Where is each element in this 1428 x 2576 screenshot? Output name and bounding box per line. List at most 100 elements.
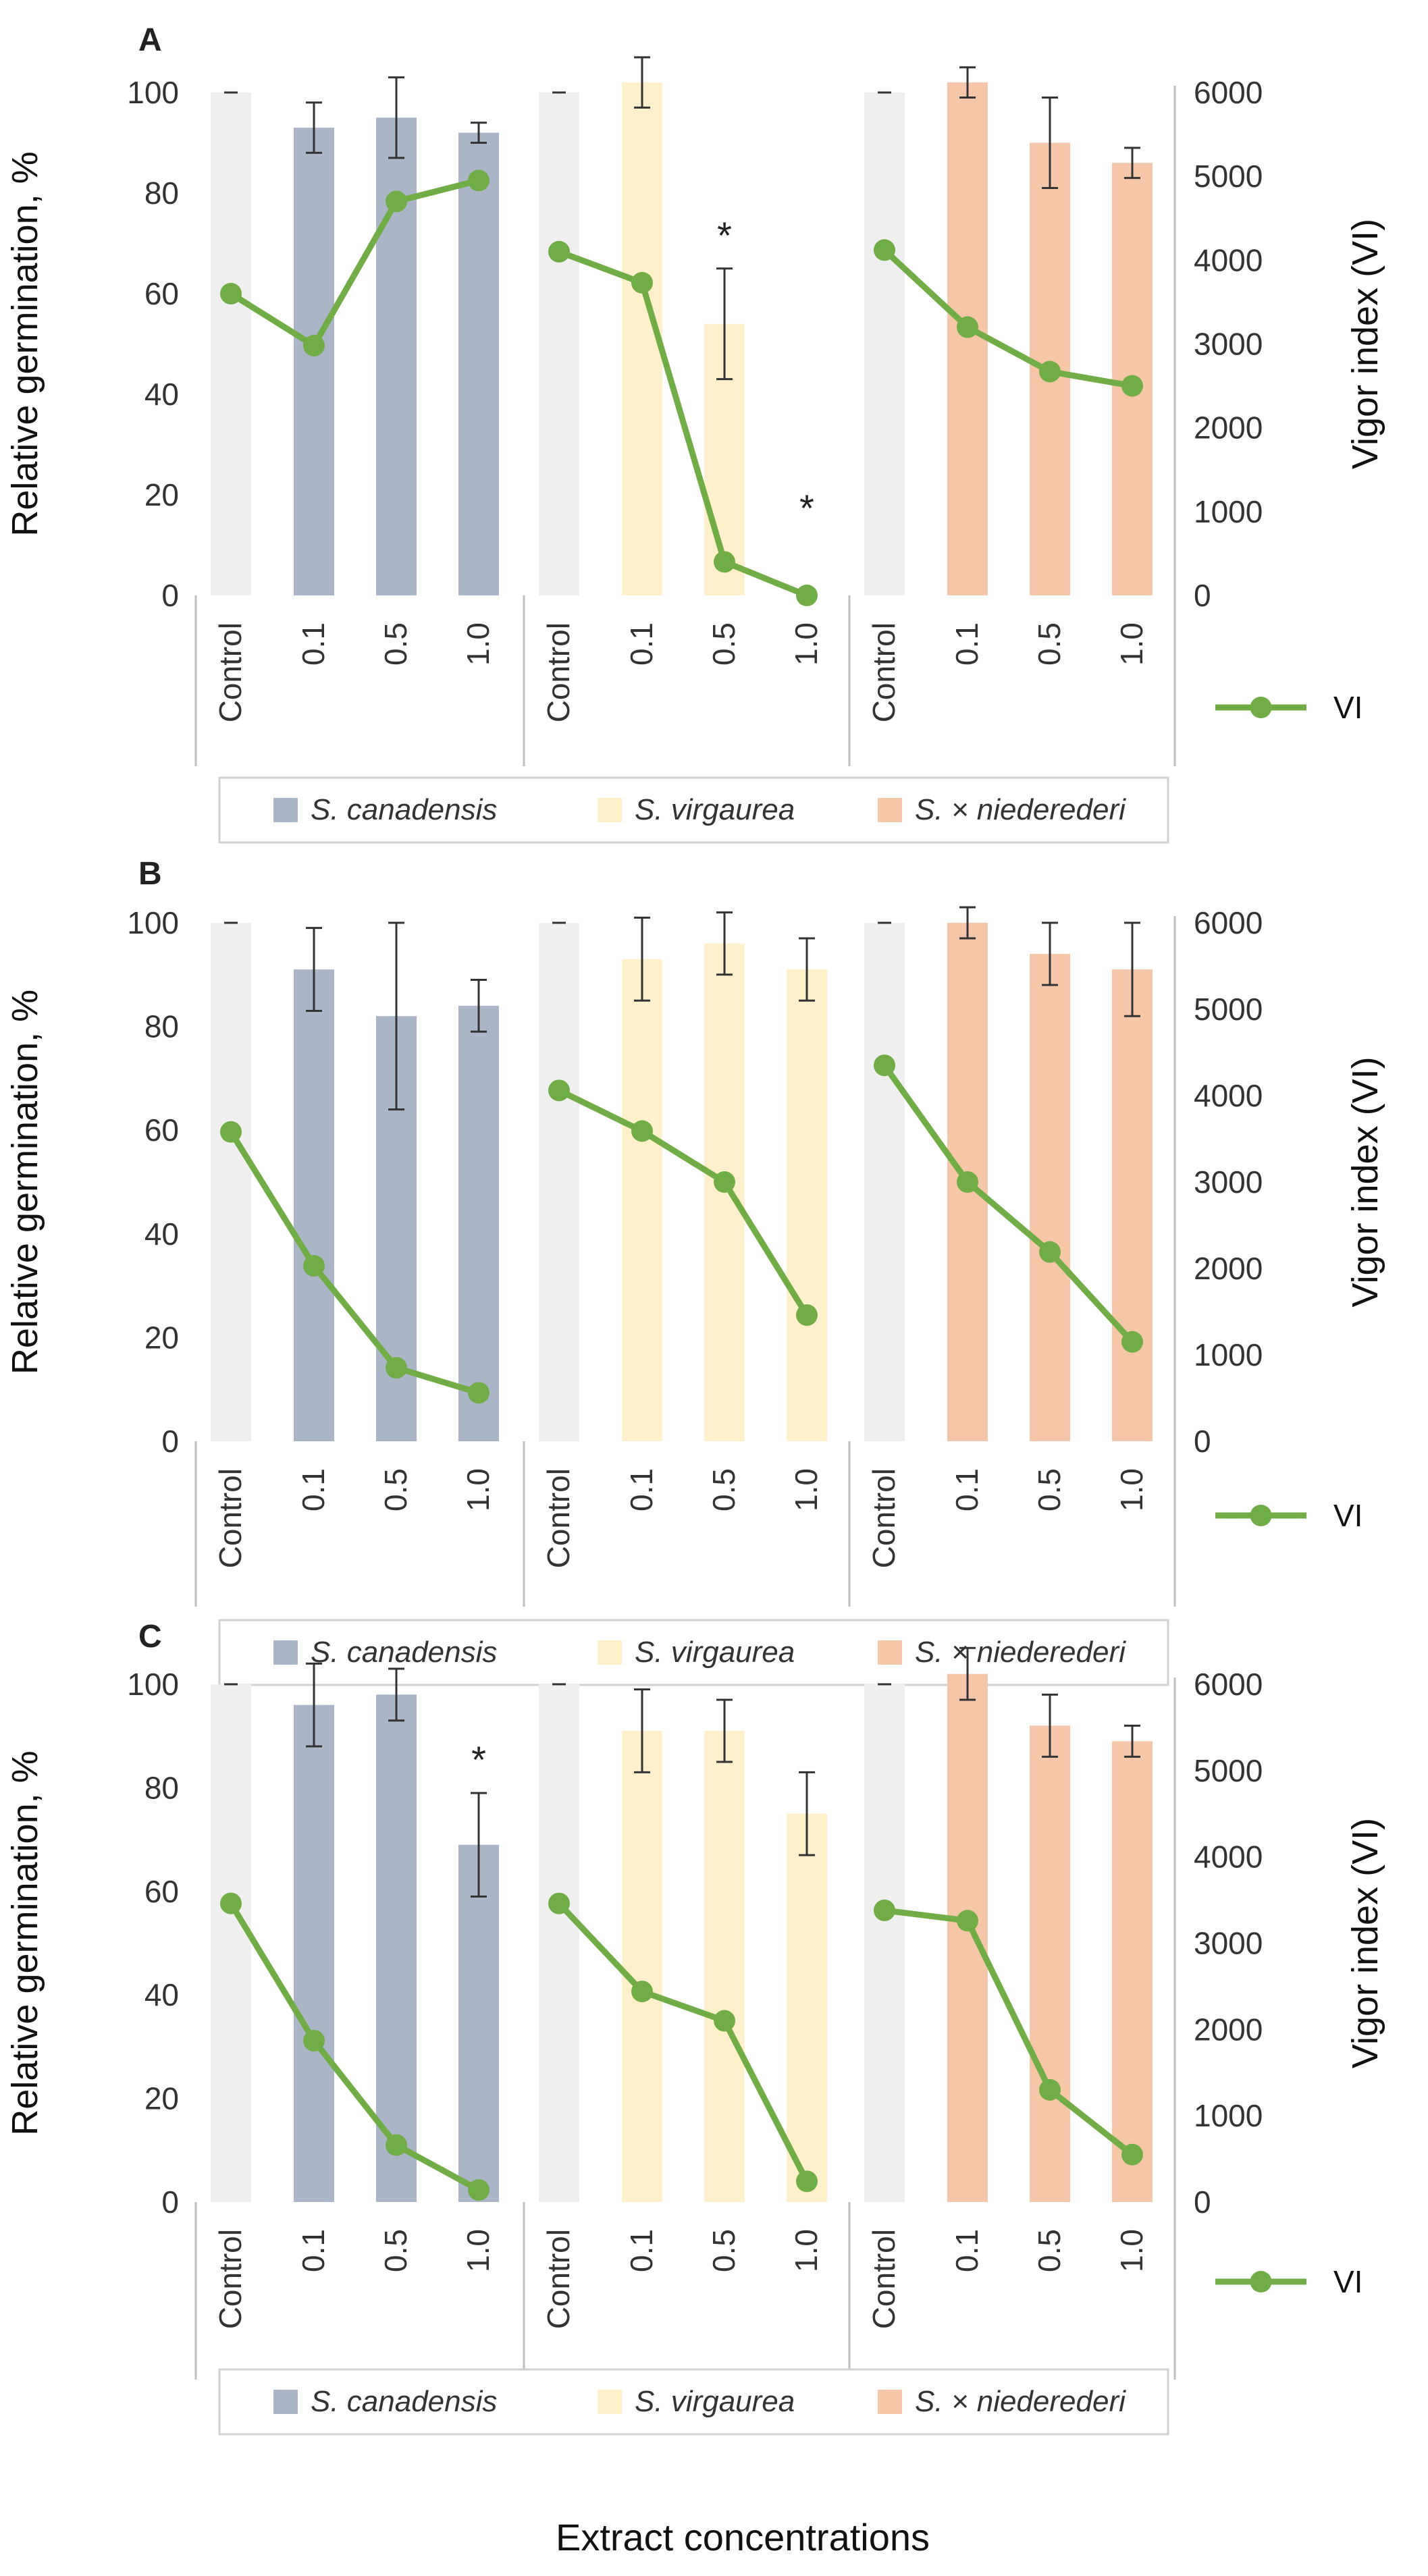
- vi-line: [558, 1088, 810, 1317]
- y2-axis-title: Vigor index (VI): [1345, 219, 1385, 469]
- y-tick-label: 60: [144, 1112, 179, 1148]
- y2-tick-label: 6000: [1194, 905, 1263, 940]
- vi-point: [631, 1981, 653, 2003]
- category-label: 1.0: [1114, 622, 1149, 666]
- y-tick-label: 100: [127, 75, 179, 110]
- vi-point: [386, 190, 407, 213]
- category-label: 0.1: [296, 2229, 331, 2272]
- legend-label: S. × niederederi: [915, 793, 1126, 826]
- panel-letter: B: [138, 856, 162, 892]
- legend-label: S. canadensis: [311, 1636, 497, 1669]
- legend-label: S. canadensis: [311, 793, 497, 826]
- significance-star: *: [799, 487, 814, 529]
- y-tick-label: 0: [161, 2184, 179, 2220]
- panel-b: B Relative germination, % Vigor index (VI)…: [5, 856, 1385, 1686]
- y-tick-label: 80: [144, 1770, 179, 1805]
- y2-tick-label: 6000: [1194, 75, 1263, 110]
- y2-tick-label: 4000: [1194, 1078, 1263, 1113]
- category-label: Control: [866, 1468, 901, 1568]
- y-tick-label: 0: [161, 578, 179, 613]
- y2-tick-label: 5000: [1194, 159, 1263, 194]
- category-label: 0.5: [706, 622, 741, 666]
- y-tick-label: 20: [144, 1320, 179, 1355]
- category-label: 0.1: [949, 2229, 984, 2272]
- y2-tick-label: 4000: [1194, 1840, 1263, 1875]
- vi-point: [874, 1054, 895, 1077]
- vi-line: [228, 1902, 481, 2193]
- significance-star: *: [471, 1738, 486, 1781]
- y-tick-label: 60: [144, 276, 179, 311]
- bar: [864, 1684, 905, 2202]
- category-label: 1.0: [789, 622, 824, 666]
- vi-point: [714, 551, 735, 573]
- legend-swatch: [273, 1640, 298, 1665]
- vi-point: [220, 283, 242, 304]
- category-label: 0.1: [296, 622, 331, 666]
- y2-tick-label: 2000: [1194, 2012, 1263, 2047]
- y-tick-label: 100: [127, 905, 179, 940]
- y-axis-title: Relative germination, %: [5, 990, 45, 1374]
- category-label: Control: [866, 2229, 901, 2329]
- vi-point: [220, 1892, 242, 1914]
- legend-label: S. canadensis: [311, 2385, 497, 2418]
- vi-point: [468, 1382, 490, 1404]
- category-label: 1.0: [1114, 1468, 1149, 1511]
- y2-axis-title: Vigor index (VI): [1345, 1056, 1385, 1307]
- panel-a: A Relative germination, % Vigor index (VI)…: [5, 22, 1385, 844]
- bar: [539, 92, 579, 595]
- y-tick-label: 100: [127, 1667, 179, 1702]
- category-label: 1.0: [1114, 2229, 1149, 2272]
- legend-swatch: [878, 1640, 902, 1665]
- category-label: 0.5: [1032, 622, 1067, 666]
- legend-label: S. virgaurea: [635, 1636, 795, 1669]
- y2-axis-title: Vigor index (VI): [1345, 1818, 1385, 2068]
- bar: [864, 923, 905, 1441]
- vi-point: [796, 585, 818, 606]
- vi-point: [1039, 1241, 1061, 1263]
- category-label: 0.5: [378, 622, 413, 666]
- vi-legend-label: VI: [1333, 1498, 1363, 1533]
- vi-point: [1039, 2078, 1061, 2101]
- category-label: Control: [541, 2229, 576, 2329]
- vi-point: [957, 316, 978, 338]
- vi-point: [796, 2170, 818, 2193]
- bar: [376, 1694, 417, 2202]
- y2-tick-label: 1000: [1194, 494, 1263, 529]
- category-label: 0.1: [949, 1468, 984, 1511]
- y-tick-label: 60: [144, 1874, 179, 1909]
- legend-swatch: [273, 798, 298, 822]
- vi-point: [548, 240, 570, 263]
- category-label: 1.0: [789, 2229, 824, 2272]
- y2-tick-label: 2000: [1194, 1251, 1263, 1286]
- category-label: 0.5: [706, 1468, 741, 1511]
- bar: [947, 82, 988, 596]
- y2-tick-label: 1000: [1194, 2098, 1263, 2133]
- y-tick-label: 80: [144, 176, 179, 211]
- panel-c: C Relative germination, % Vigor index (VI)…: [5, 1619, 1385, 2436]
- bar: [787, 969, 827, 1441]
- vi-point: [1121, 2143, 1143, 2166]
- y2-tick-label: 0: [1194, 578, 1211, 613]
- y2-tick-label: 6000: [1194, 1667, 1263, 1702]
- vi-line: [882, 248, 1133, 390]
- legend-swatch: [273, 2390, 298, 2414]
- vi-legend-label: VI: [1333, 2264, 1363, 2299]
- vi-legend-marker: [1250, 697, 1272, 718]
- vi-point: [468, 169, 490, 192]
- bar: [539, 923, 579, 1441]
- vi-point: [303, 1255, 325, 1277]
- bar: [704, 1731, 745, 2202]
- significance-star: *: [717, 214, 732, 257]
- category-label: 0.1: [624, 622, 659, 666]
- legend-swatch: [598, 798, 622, 822]
- bar: [787, 1813, 827, 2202]
- vi-point: [874, 1899, 895, 1921]
- category-label: 1.0: [460, 1468, 496, 1511]
- category-label: 1.0: [460, 2229, 496, 2272]
- vi-legend-marker: [1250, 1505, 1272, 1526]
- category-label: 0.5: [706, 2229, 741, 2272]
- bar: [458, 1844, 499, 2202]
- y2-tick-label: 4000: [1194, 242, 1263, 277]
- vi-point: [386, 1357, 407, 1379]
- bar: [211, 92, 251, 595]
